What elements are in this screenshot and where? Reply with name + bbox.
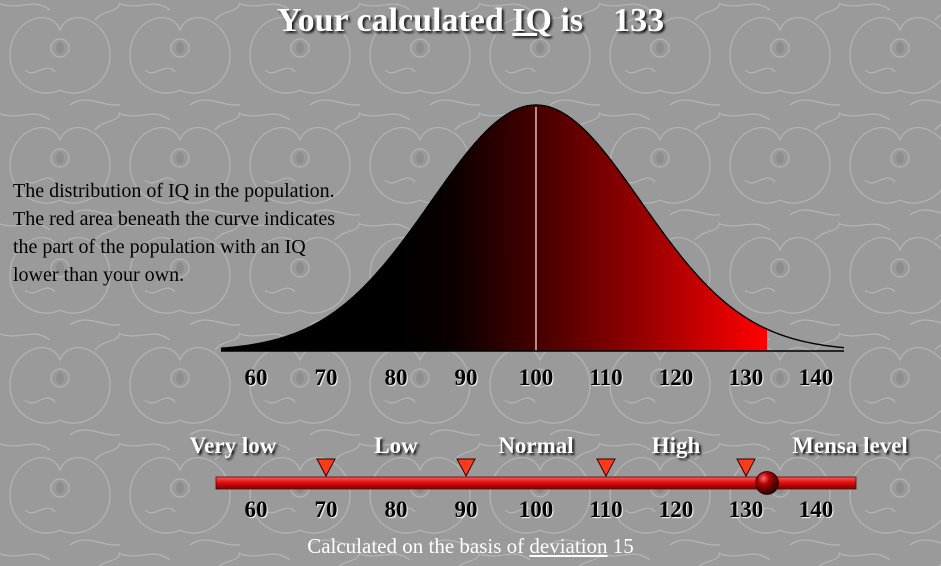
category-label: Low	[374, 433, 418, 458]
tick-label: 140	[798, 365, 834, 390]
tick-label: 140	[798, 497, 834, 522]
category-label: High	[651, 433, 701, 458]
iq-score: 133	[613, 2, 665, 39]
tick-label: 60	[244, 497, 268, 522]
title-prefix: Your calculated	[276, 2, 504, 39]
tick-label: 90	[454, 365, 478, 390]
your-iq-marker[interactable]	[755, 471, 779, 495]
category-label: Normal	[498, 433, 574, 458]
tick-label: 100	[518, 497, 554, 522]
tick-label: 60	[244, 365, 268, 390]
tick-label: 110	[589, 497, 623, 522]
tick-label: 130	[728, 497, 764, 522]
description-line-4: lower than your own.	[13, 264, 185, 286]
category-boundary-marker	[736, 458, 756, 478]
description-line-1: The distribution of IQ in the population…	[13, 180, 335, 202]
iq-link[interactable]: IQ	[512, 2, 552, 39]
tick-label: 70	[314, 497, 338, 522]
tick-label: 120	[658, 365, 694, 390]
tick-label: 70	[314, 365, 338, 390]
tick-label: 110	[589, 365, 623, 390]
category-boundary-marker	[596, 458, 616, 478]
shaded-area-below-iq	[221, 105, 767, 351]
tick-label: 90	[454, 497, 478, 522]
deviation-value: 15	[612, 534, 634, 558]
tick-label: 80	[384, 365, 408, 390]
distribution-description: The distribution of IQ in the population…	[13, 177, 403, 289]
tick-label: 80	[384, 497, 408, 522]
deviation-link[interactable]: deviation	[529, 534, 608, 558]
category-label: Mensa level	[792, 433, 908, 458]
tick-label: 120	[658, 497, 694, 522]
description-line-2: The red area beneath the curve indicates	[13, 208, 336, 230]
iq-scale-bar	[215, 476, 857, 490]
distribution-curve	[220, 104, 845, 349]
description-line-3: the part of the population with an IQ	[13, 236, 306, 258]
category-label: Very low	[189, 433, 277, 458]
footer-note: Calculated on the basis of deviation 15	[0, 533, 941, 559]
category-boundary-marker	[456, 458, 476, 478]
page-title: Your calculated IQ is 133	[0, 0, 941, 42]
footer-prefix: Calculated on the basis of	[307, 534, 525, 558]
tick-label: 100	[518, 365, 554, 390]
title-is: is	[560, 2, 584, 39]
category-boundary-marker	[316, 458, 336, 478]
tick-label: 130	[728, 365, 764, 390]
